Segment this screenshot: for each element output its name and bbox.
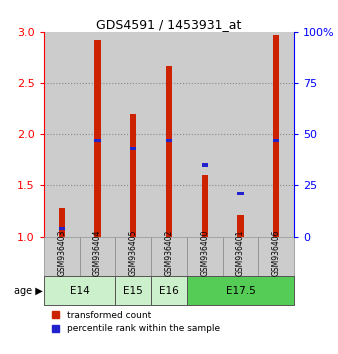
Text: GSM936402: GSM936402 (165, 229, 173, 275)
Bar (237, 215, 244, 237)
Bar (187, 237, 223, 276)
Bar (80, 237, 115, 276)
Bar (115, 276, 151, 305)
Bar (187, 32, 223, 237)
Text: GSM936403: GSM936403 (57, 229, 66, 275)
Bar (273, 139, 280, 142)
Title: GDS4591 / 1453931_at: GDS4591 / 1453931_at (96, 18, 242, 31)
Bar (201, 163, 208, 167)
Bar (151, 32, 187, 237)
Bar (115, 237, 151, 276)
Bar (223, 237, 258, 276)
Text: E16: E16 (159, 286, 179, 296)
Bar (44, 32, 80, 237)
Legend: transformed count, percentile rank within the sample: transformed count, percentile rank withi… (48, 307, 223, 337)
Bar (223, 32, 258, 237)
Bar (151, 237, 187, 276)
Text: GSM936406: GSM936406 (272, 229, 281, 275)
Text: GSM936401: GSM936401 (236, 229, 245, 275)
Bar (58, 208, 65, 237)
Bar (94, 40, 101, 237)
Text: age ▶: age ▶ (15, 286, 43, 296)
Text: E15: E15 (123, 286, 143, 296)
Bar (115, 32, 151, 237)
Text: E17.5: E17.5 (225, 286, 255, 296)
Bar (258, 32, 294, 237)
Bar (166, 65, 172, 237)
Bar (80, 32, 115, 237)
Bar (201, 175, 208, 237)
Bar (273, 35, 280, 237)
Text: GSM936404: GSM936404 (93, 229, 102, 275)
Bar (258, 237, 294, 276)
Bar (187, 276, 294, 305)
Bar (130, 114, 137, 237)
Bar (44, 237, 80, 276)
Text: E14: E14 (70, 286, 90, 296)
Text: GSM936400: GSM936400 (200, 229, 209, 275)
Bar (44, 276, 115, 305)
Bar (166, 139, 172, 142)
Text: GSM936405: GSM936405 (129, 229, 138, 275)
Bar (130, 147, 137, 150)
Bar (58, 227, 65, 230)
Bar (237, 192, 244, 195)
Bar (151, 276, 187, 305)
Bar (94, 139, 101, 142)
